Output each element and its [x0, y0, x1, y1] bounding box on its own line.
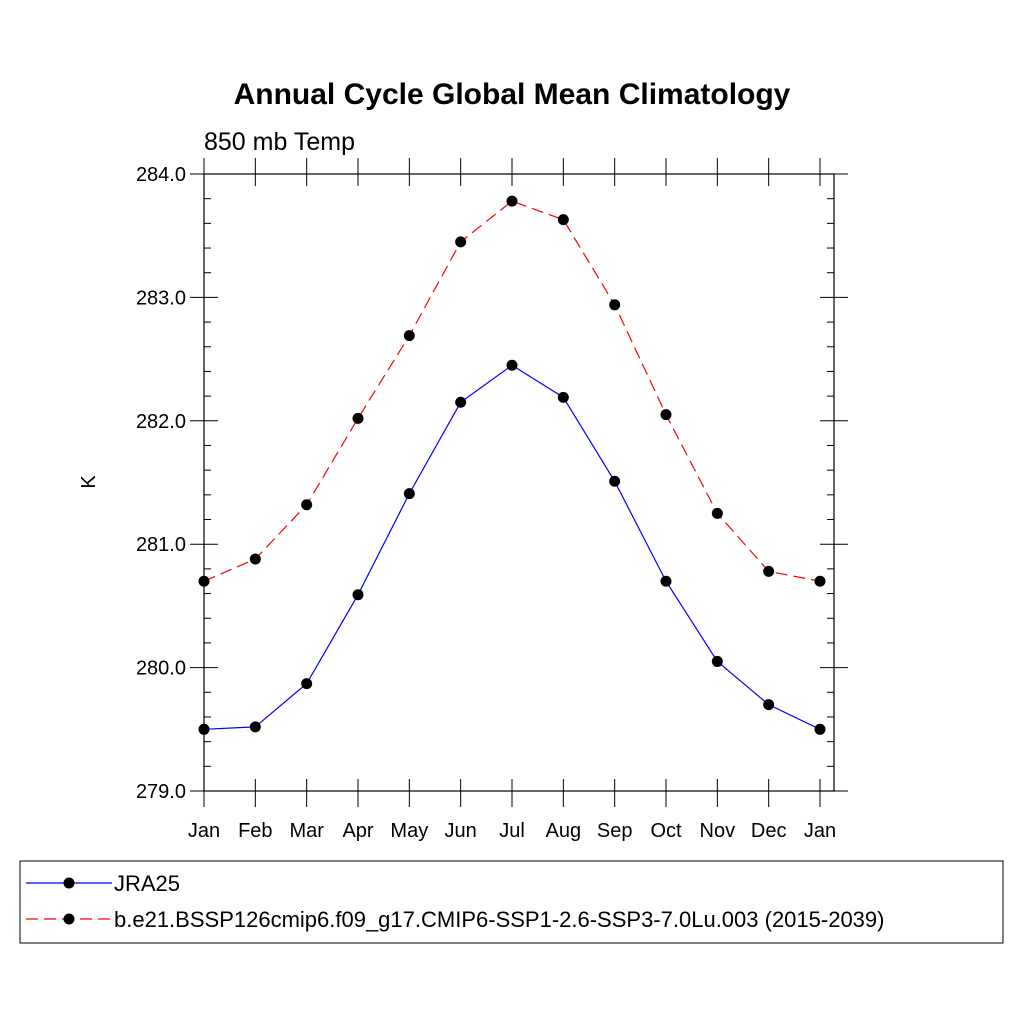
x-tick-label: Jul — [499, 820, 525, 842]
series-line-2 — [203, 200, 821, 582]
plot-frame — [203, 173, 835, 792]
series-2-point — [557, 214, 569, 226]
axes: Jan Feb Mar Apr May Jun Jul Aug Sep Oct Nov Dec Jan2… — [136, 158, 848, 842]
y-tick-label: 283.0 — [136, 287, 186, 309]
series-2-point — [301, 499, 313, 511]
series-2-point — [711, 507, 723, 519]
y-tick-label: 281.0 — [136, 534, 186, 556]
series-1-point — [352, 589, 364, 601]
series-2-point — [352, 412, 364, 424]
legend-label-2: b.e21.BSSP126cmip6.f09_g17.CMIP6-SSP1-2.… — [114, 907, 884, 932]
chart-subtitle: 850 mb Temp — [204, 128, 355, 156]
series-2-point — [763, 565, 775, 577]
series-1-point — [455, 396, 467, 408]
series-2-point — [660, 409, 672, 421]
series-1-point — [403, 488, 415, 500]
series-2-point — [506, 195, 518, 207]
series-1-point — [301, 678, 313, 690]
legend: JRA25 b.e21.BSSP126cmip6.f09_g17.CMIP6-SS… — [26, 871, 884, 932]
series-2-point — [249, 553, 261, 565]
series-2-point — [455, 236, 467, 248]
series-1-point — [506, 359, 518, 371]
series-1-point — [660, 575, 672, 587]
x-tick-label: Dec — [751, 820, 787, 842]
series-1-point — [814, 723, 826, 735]
series-1-point — [609, 475, 621, 487]
x-tick-label: Apr — [342, 820, 373, 842]
series-2-point — [403, 330, 415, 342]
series-1-point — [763, 699, 775, 711]
y-tick-label: 279.0 — [136, 781, 186, 803]
series-2-point — [198, 575, 210, 587]
legend-label-1: JRA25 — [114, 871, 180, 896]
x-tick-label: Oct — [650, 820, 682, 842]
series-line-1 — [203, 364, 821, 730]
series-2-point — [609, 299, 621, 311]
series-1-point — [557, 391, 569, 403]
series-layer — [198, 195, 826, 735]
y-tick-label: 284.0 — [136, 164, 186, 186]
x-tick-label: Feb — [238, 820, 272, 842]
x-tick-label: Jan — [804, 820, 836, 842]
series-1-point — [198, 723, 210, 735]
series-1-point — [249, 721, 261, 733]
legend-marker-1 — [63, 877, 75, 889]
x-tick-label: Jun — [445, 820, 477, 842]
series-1-point — [711, 655, 723, 667]
x-tick-label: Mar — [289, 820, 324, 842]
legend-box — [19, 860, 1004, 944]
legend-marker-2 — [63, 913, 75, 925]
x-tick-label: Jan — [188, 820, 220, 842]
y-tick-label: 280.0 — [136, 658, 186, 680]
y-axis-label: K — [78, 475, 100, 489]
x-tick-label: Sep — [597, 820, 633, 842]
x-tick-label: May — [390, 820, 428, 842]
chart-title: Annual Cycle Global Mean Climatology — [234, 78, 791, 111]
series-2-point — [814, 575, 826, 587]
x-tick-label: Aug — [546, 820, 582, 842]
x-tick-label: Nov — [700, 820, 736, 842]
y-tick-label: 282.0 — [136, 411, 186, 433]
